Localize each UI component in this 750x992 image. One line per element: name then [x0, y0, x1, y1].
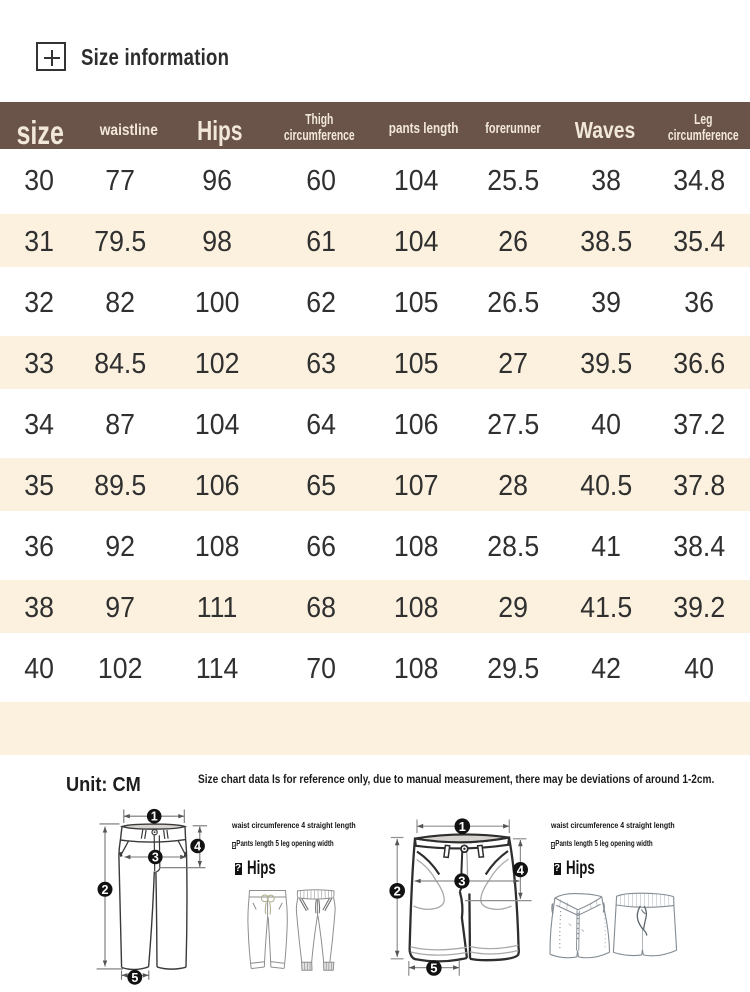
svg-text:4: 4: [517, 862, 525, 877]
svg-text:2: 2: [394, 884, 401, 899]
svg-text:5: 5: [430, 961, 437, 976]
svg-text:4: 4: [194, 840, 201, 854]
svg-text:1: 1: [151, 810, 158, 824]
svg-text:3: 3: [458, 874, 465, 889]
svg-text:1: 1: [459, 819, 466, 834]
svg-text:2: 2: [102, 883, 109, 897]
svg-text:5: 5: [131, 971, 138, 985]
svg-text:3: 3: [152, 851, 159, 865]
